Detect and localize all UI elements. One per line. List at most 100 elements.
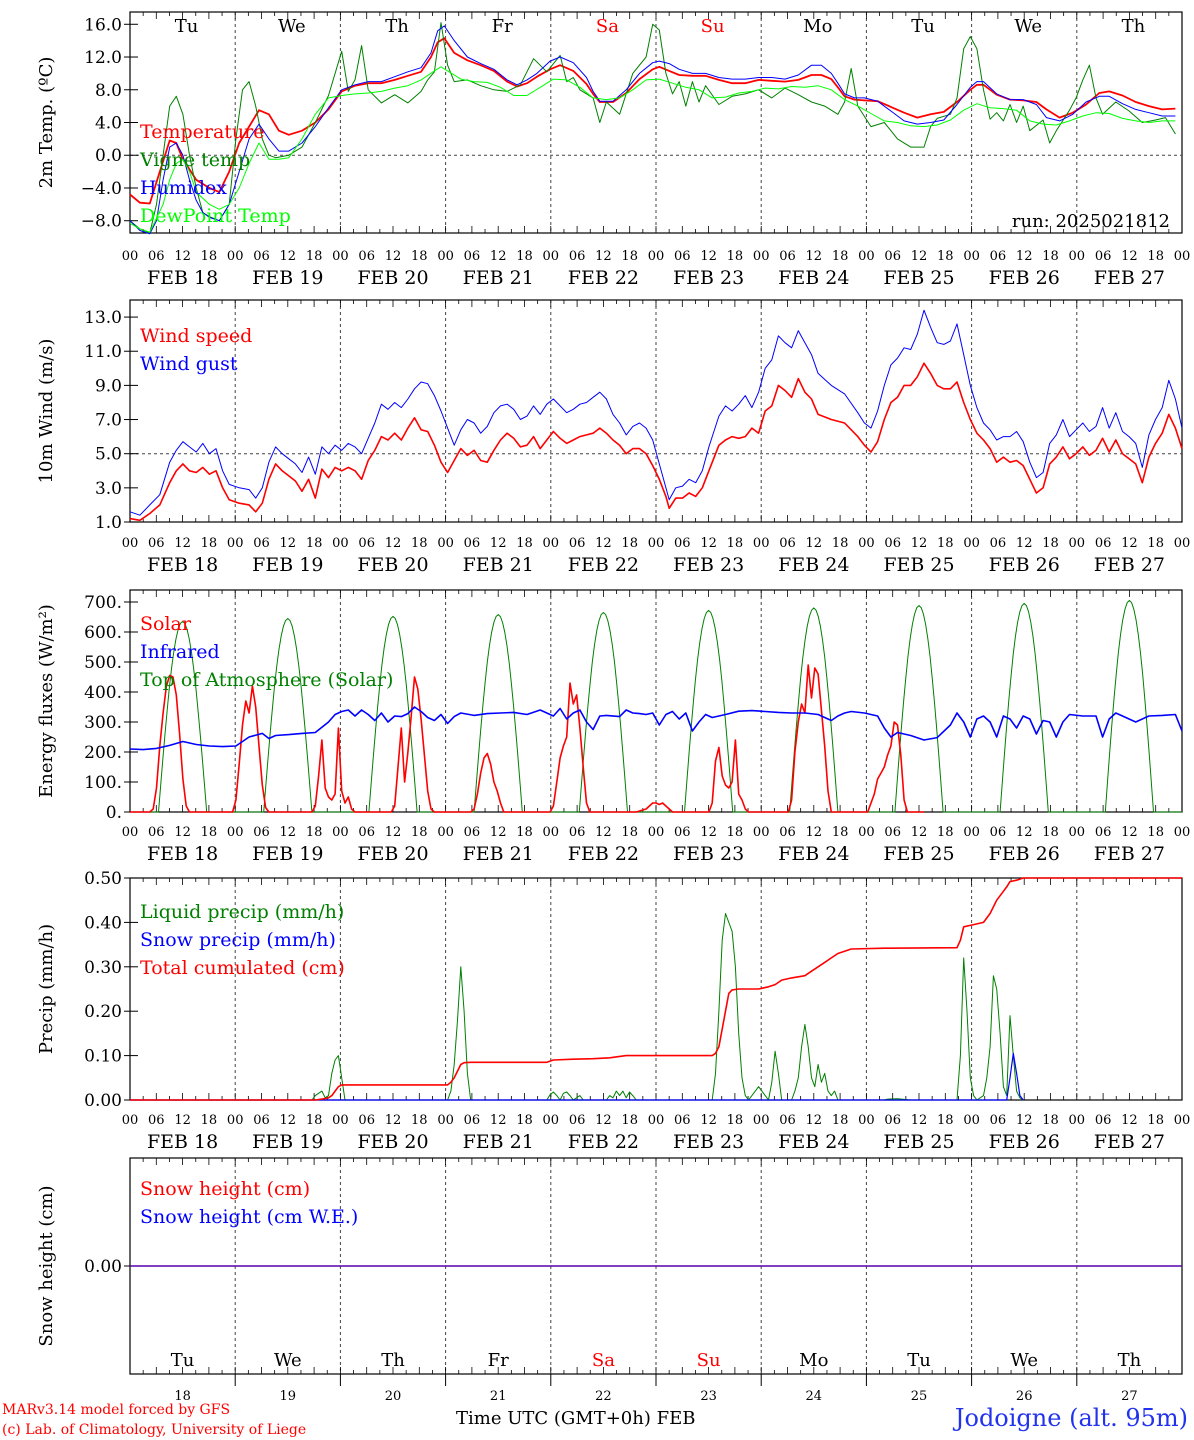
- x-date-label: FEB 21: [463, 267, 534, 289]
- day-number-label: 19: [280, 1389, 297, 1404]
- x-hour-label: 00: [332, 536, 349, 551]
- x-hour-label: 06: [990, 825, 1007, 840]
- x-date-label: FEB 22: [568, 267, 639, 289]
- x-hour-label: 18: [621, 249, 638, 264]
- x-hour-label: 12: [1016, 825, 1033, 840]
- x-hour-label: 18: [516, 249, 533, 264]
- day-number-label: 26: [1016, 1389, 1033, 1404]
- day-of-week-label: We: [1014, 16, 1042, 37]
- day-number-label: 22: [595, 1389, 612, 1404]
- y-axis-label: 2m Temp. (ºC): [36, 57, 57, 189]
- panel-precip: 0.50 0.40 0.30 0.20 0.10 0.00 Precip (mm/h) 00 0…: [36, 869, 1190, 1153]
- series-top-of-atmosphere-solar: [130, 599, 1182, 813]
- legend-entry: Vigne temp: [139, 149, 250, 171]
- x-hour-label: 00: [648, 536, 665, 551]
- day-of-week-label: Sa: [596, 16, 619, 37]
- x-hour-label: 06: [779, 1113, 796, 1128]
- series-liquid-precip-mm-h-: [130, 913, 1024, 1101]
- y-tick-label: 13.0: [84, 308, 122, 328]
- x-hour-label: 18: [411, 536, 428, 551]
- y-axis-label: Energy fluxes (W/m²): [36, 604, 57, 798]
- day-number-label: 21: [490, 1389, 507, 1404]
- x-date-label: FEB 25: [883, 554, 954, 576]
- y-tick-label: 0.00: [84, 1091, 122, 1111]
- x-hour-label: 00: [753, 825, 770, 840]
- x-date-label: FEB 18: [147, 1131, 218, 1153]
- series-dewpoint-temp: [129, 66, 1176, 233]
- x-date-label: FEB 27: [1094, 554, 1165, 576]
- x-hour-label: 18: [621, 536, 638, 551]
- x-hour-label: 18: [727, 1113, 744, 1128]
- x-date-label: FEB 26: [989, 554, 1060, 576]
- x-date-label: FEB 20: [357, 554, 428, 576]
- x-hour-label: 00: [963, 1113, 980, 1128]
- x-date-label: FEB 27: [1094, 1131, 1165, 1153]
- x-hour-label: 18: [621, 1113, 638, 1128]
- x-hour-label: 06: [1095, 1113, 1112, 1128]
- series-infrared: [129, 706, 1183, 751]
- x-hour-label: 06: [253, 1113, 270, 1128]
- x-hour-label: 00: [227, 1113, 244, 1128]
- day-number-label: 18: [174, 1389, 191, 1404]
- day-of-week-label: Tu: [171, 1350, 195, 1371]
- x-hour-label: 06: [779, 536, 796, 551]
- x-hour-label: 06: [148, 536, 165, 551]
- x-hour-label: 12: [280, 1113, 297, 1128]
- x-hour-label: 12: [700, 536, 717, 551]
- x-hour-label: 06: [884, 1113, 901, 1128]
- x-hour-label: 06: [464, 825, 481, 840]
- x-date-label: FEB 24: [778, 554, 849, 576]
- day-of-week-label: Tu: [911, 16, 935, 37]
- x-hour-label: 12: [174, 825, 191, 840]
- x-date-label: FEB 19: [252, 843, 323, 865]
- x-date-label: FEB 27: [1094, 267, 1165, 289]
- series-total-cumulated-cm-: [130, 877, 1182, 1101]
- x-hour-label: 12: [490, 536, 507, 551]
- x-hour-label: 00: [963, 536, 980, 551]
- x-hour-label: 18: [306, 825, 323, 840]
- x-date-label: FEB 22: [568, 1131, 639, 1153]
- x-hour-label: 06: [884, 825, 901, 840]
- x-date-label: FEB 22: [568, 554, 639, 576]
- legend-entry: Top of Atmosphere (Solar): [140, 669, 393, 691]
- x-hour-label: 06: [569, 249, 586, 264]
- x-hour-label: 00: [1069, 249, 1086, 264]
- x-hour-label: 12: [1121, 825, 1138, 840]
- y-tick-label: −8.0: [81, 212, 122, 232]
- footer-station-name: Jodoigne (alt. 95m): [952, 1404, 1188, 1432]
- footer-credit: (c) Lab. of Climatology, University of L…: [2, 1422, 306, 1438]
- x-hour-label: 06: [1095, 536, 1112, 551]
- y-tick-label: 0.50: [84, 869, 122, 889]
- y-tick-label: 5.0: [95, 445, 122, 465]
- y-tick-label: 1.0: [95, 513, 122, 533]
- x-hour-label: 12: [911, 1113, 928, 1128]
- x-hour-label: 18: [727, 825, 744, 840]
- series-snow-precip-mm-h-: [130, 1052, 1024, 1101]
- x-hour-label: 06: [569, 825, 586, 840]
- day-of-week-label: Th: [1122, 16, 1146, 37]
- x-hour-label: 06: [990, 536, 1007, 551]
- x-date-label: FEB 25: [883, 267, 954, 289]
- legend-entry: Wind speed: [140, 325, 252, 347]
- y-tick-label: 0.0: [95, 146, 122, 166]
- x-hour-label: 18: [1042, 249, 1059, 264]
- day-of-week-label: Sa: [592, 1350, 615, 1371]
- x-date-label: FEB 23: [673, 554, 744, 576]
- panel-snow: 0.00 Snow height (cm) Tu We Th Fr Sa Su Mo Tu We Th…: [36, 1157, 1183, 1404]
- x-hour-label: 12: [806, 1113, 823, 1128]
- x-date-label: FEB 24: [778, 267, 849, 289]
- x-hour-label: 18: [411, 1113, 428, 1128]
- x-hour-label: 06: [674, 1113, 691, 1128]
- y-tick-label: 0.: [106, 803, 122, 823]
- x-hour-label: 06: [253, 825, 270, 840]
- x-hour-label: 12: [174, 1113, 191, 1128]
- x-date-label: FEB 23: [673, 267, 744, 289]
- y-tick-label: 0.40: [84, 913, 122, 933]
- x-hour-label: 06: [358, 536, 375, 551]
- y-tick-label: 16.0: [84, 15, 122, 35]
- x-hour-label: 18: [516, 1113, 533, 1128]
- x-hour-label: 12: [806, 249, 823, 264]
- x-hour-label: 12: [806, 536, 823, 551]
- x-hour-label: 00: [543, 536, 560, 551]
- y-axis-label: Precip (mm/h): [36, 924, 57, 1054]
